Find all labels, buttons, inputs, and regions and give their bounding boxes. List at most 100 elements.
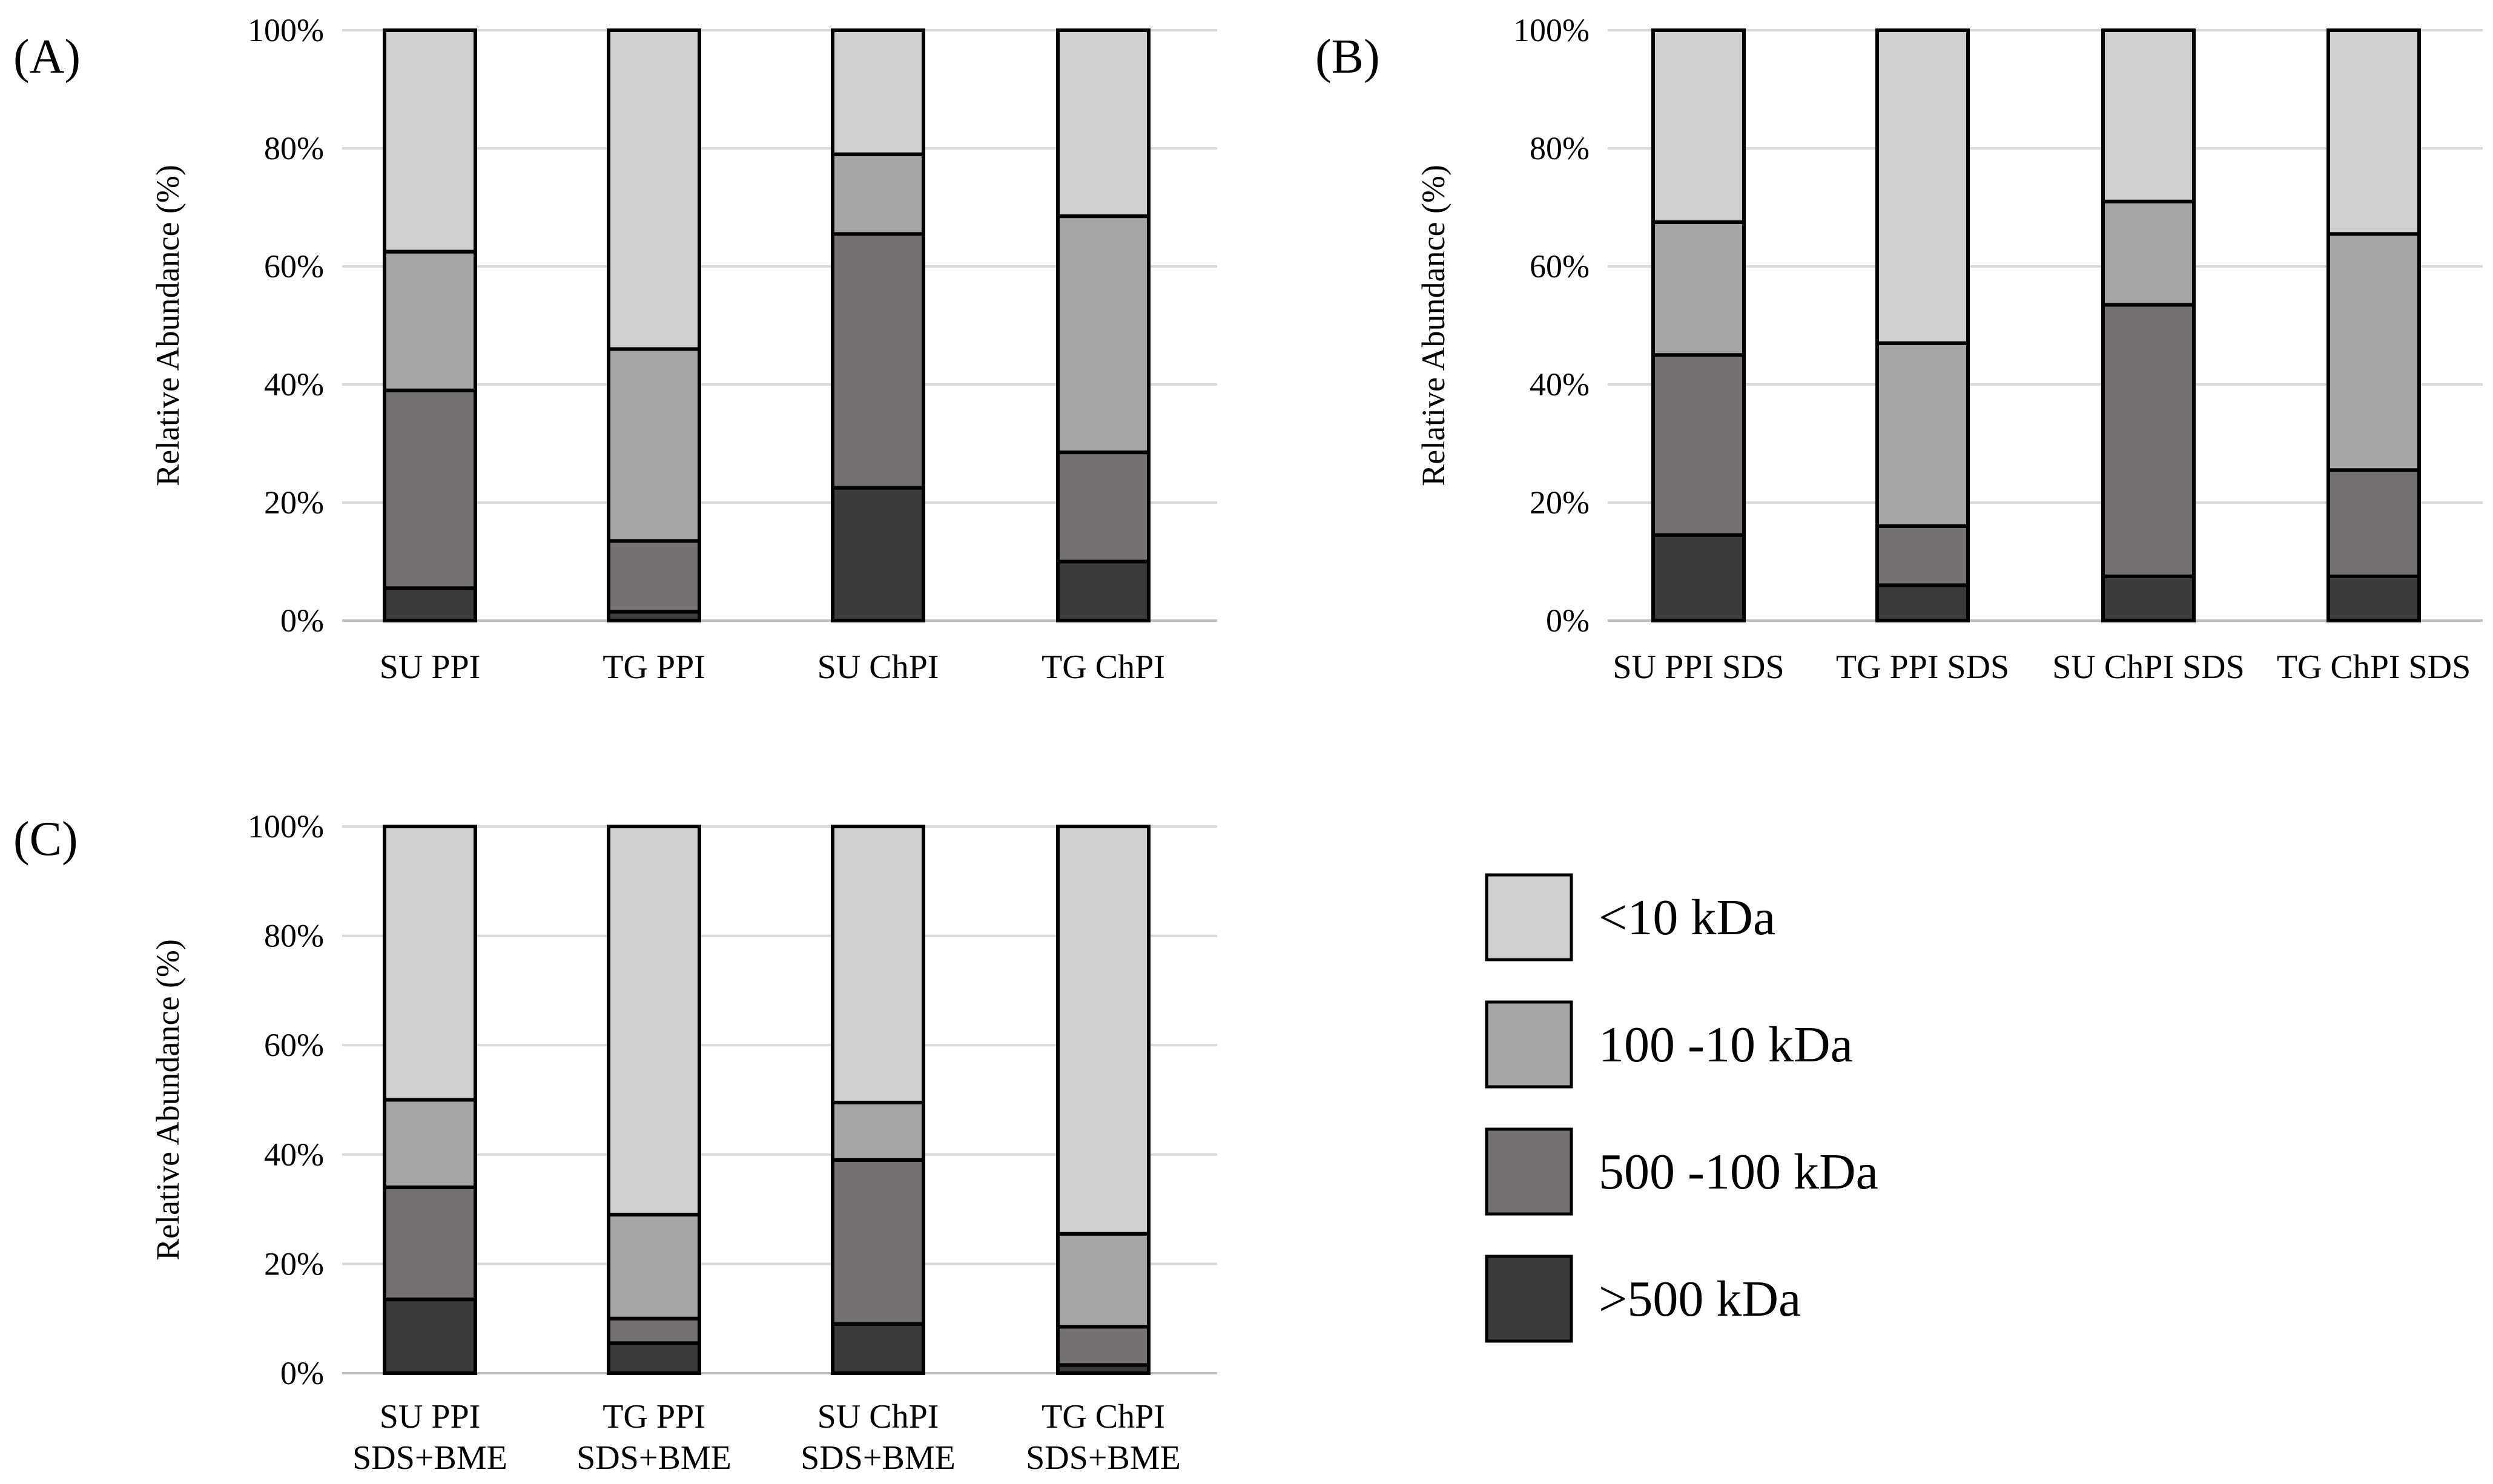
bar-outline xyxy=(607,825,701,1375)
bar-outline xyxy=(1056,28,1151,622)
bar-outline xyxy=(2101,28,2196,622)
bar-segment xyxy=(2101,574,2196,622)
bar-segment xyxy=(831,1101,925,1162)
bar-segment xyxy=(1056,1325,1151,1367)
bar-segment xyxy=(383,249,477,392)
y-tick-label: 100% xyxy=(248,12,324,48)
bar-segment xyxy=(831,486,925,622)
bar-outline xyxy=(1875,28,1970,622)
bar-segment xyxy=(383,28,477,254)
bar-segment xyxy=(2101,28,2196,203)
x-category-label: SDS+BME xyxy=(352,1439,507,1477)
y-tick-label: 0% xyxy=(280,1355,324,1391)
bar-segment xyxy=(1875,524,1970,587)
bar-segment xyxy=(1875,341,1970,528)
y-tick-label: 0% xyxy=(280,602,324,639)
bar-segment xyxy=(383,825,477,1102)
x-category-label: SDS+BME xyxy=(801,1439,956,1477)
x-category-label: TG PPI xyxy=(603,648,705,686)
bar-segment xyxy=(607,347,701,543)
x-category-label: TG ChPI SDS xyxy=(2277,648,2471,686)
y-axis-title: Relative Abundance (%) xyxy=(1415,165,1451,486)
legend-swatch xyxy=(1485,1255,1573,1343)
y-tick-label: 40% xyxy=(264,366,324,403)
panel-b: 0% 20% 40% 60% 80% 100% SU PPI SDS TG PPI SDS SU… xyxy=(1315,12,2483,686)
x-category-label: SU ChPI SDS xyxy=(2052,648,2244,686)
bar-segment xyxy=(831,1158,925,1326)
bar-segment xyxy=(607,825,701,1217)
y-tick-label: 20% xyxy=(1530,484,1590,521)
bar-segment xyxy=(1651,533,1746,622)
legend: <10 kDa 100 -10 kDa 500 -100 kDa >500 kDa xyxy=(1485,873,1878,1343)
bar-outline xyxy=(831,28,925,622)
x-category-label: SDS+BME xyxy=(1026,1439,1181,1477)
bar-segment xyxy=(1875,583,1970,622)
y-tick-label: 80% xyxy=(264,130,324,167)
x-category-label: SU PPI xyxy=(380,648,481,686)
x-category-label: TG ChPI xyxy=(1042,648,1165,686)
bar-segment xyxy=(607,1316,701,1345)
bar-segment xyxy=(1875,28,1970,345)
bar-segment xyxy=(2326,232,2421,472)
y-tick-label: 0% xyxy=(1546,602,1590,639)
bar-segment xyxy=(383,1298,477,1375)
bar-segment xyxy=(2326,28,2421,236)
x-category-label: SU ChPI xyxy=(817,648,939,686)
panel-label: (C) xyxy=(13,813,78,866)
y-tick-label: 60% xyxy=(1530,248,1590,285)
bar-segment xyxy=(2326,574,2421,622)
legend-swatch xyxy=(1485,873,1573,961)
bar-segment xyxy=(831,232,925,490)
y-tick-label: 40% xyxy=(1530,366,1590,403)
x-category-label: SDS+BME xyxy=(576,1439,731,1477)
legend-swatch xyxy=(1485,1000,1573,1089)
x-category-label: TG PPI SDS xyxy=(1836,648,2009,686)
bar-segment xyxy=(1056,825,1151,1236)
bar-segment xyxy=(831,1322,925,1375)
bar-segment xyxy=(607,539,701,614)
y-tick-label: 20% xyxy=(264,484,324,521)
legend-swatch xyxy=(1485,1127,1573,1216)
panel-a: 0% 20% 40% 60% 80% 100% SU PPI TG PPI SU ChPI TG … xyxy=(13,12,1217,686)
bar-segment xyxy=(383,586,477,622)
bar-segment xyxy=(1056,559,1151,622)
bar-segment xyxy=(1651,28,1746,224)
bar-outline xyxy=(383,28,477,622)
bar-segment xyxy=(1056,28,1151,219)
bar-outline xyxy=(607,28,701,622)
panel-label: (A) xyxy=(13,30,81,84)
bar-segment xyxy=(831,28,925,156)
legend-label: 100 -10 kDa xyxy=(1599,1017,1853,1073)
x-category-label: SU PPI SDS xyxy=(1613,648,1784,686)
panel-label: (B) xyxy=(1315,30,1380,84)
bar-segment xyxy=(2326,468,2421,578)
bar-segment xyxy=(831,825,925,1105)
bar-segment xyxy=(1056,450,1151,564)
x-category-label: SU ChPI xyxy=(817,1398,939,1436)
y-tick-label: 100% xyxy=(248,808,324,845)
bar-segment xyxy=(2101,303,2196,578)
y-tick-label: 40% xyxy=(264,1136,324,1173)
y-tick-label: 60% xyxy=(264,248,324,285)
y-tick-label: 60% xyxy=(264,1027,324,1063)
bar-segment xyxy=(607,1213,701,1321)
bar-outline xyxy=(831,825,925,1375)
legend-label: >500 kDa xyxy=(1599,1271,1801,1327)
bar-outline xyxy=(1056,825,1151,1375)
y-axis-title: Relative Abundance (%) xyxy=(150,165,186,486)
bar-segment xyxy=(383,1098,477,1189)
bar-segment xyxy=(1056,1232,1151,1329)
x-category-label: TG PPI xyxy=(603,1398,705,1436)
bar-segment xyxy=(2101,199,2196,307)
bar-segment xyxy=(1651,353,1746,537)
bar-segment xyxy=(383,1185,477,1302)
bar-outline xyxy=(1651,28,1746,622)
bar-outline xyxy=(383,825,477,1375)
legend-label: 500 -100 kDa xyxy=(1599,1144,1878,1200)
y-tick-label: 100% xyxy=(1513,12,1590,48)
bar-segment xyxy=(383,388,477,590)
bar-segment xyxy=(831,152,925,236)
bar-segment xyxy=(1056,214,1151,455)
